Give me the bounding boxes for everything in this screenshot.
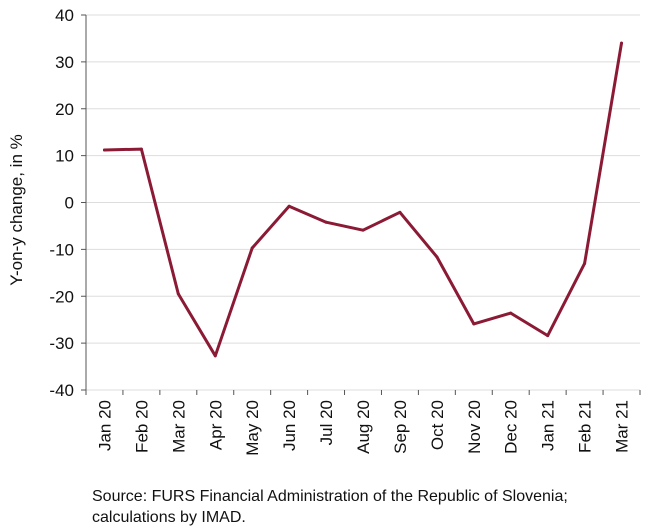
data-point — [324, 220, 328, 224]
series-line — [103, 41, 623, 358]
axes — [81, 14, 641, 395]
x-tick-label: Aug 20 — [354, 400, 373, 454]
y-axis-title: Y-on-y change, in % — [7, 134, 26, 286]
data-point — [546, 334, 550, 338]
x-axis-tick-labels: Jan 20 Feb 20 Mar 20 Apr 20 May 20 Jun 20 Jul … — [95, 400, 631, 456]
y-tick-label: -20 — [49, 287, 74, 306]
x-tick-label: Mar 20 — [169, 400, 188, 453]
y-tick-label: 20 — [55, 100, 74, 119]
x-tick-label: Feb 21 — [576, 400, 595, 453]
y-tick-label: 30 — [55, 53, 74, 72]
data-point — [361, 228, 365, 232]
y-tick-label: -10 — [49, 240, 74, 259]
data-point — [620, 41, 624, 45]
series — [102, 41, 624, 358]
data-point — [102, 148, 106, 152]
data-point — [287, 204, 291, 208]
x-tick-label: Oct 20 — [428, 400, 447, 450]
x-tick-label: Sep 20 — [391, 400, 410, 454]
line-chart: 40 30 20 10 0 -10 -20 -30 -40 Jan 20 Feb 20 Mar 20… — [7, 6, 641, 456]
data-point — [398, 210, 402, 214]
data-point — [176, 292, 180, 296]
x-tick-label: Jul 20 — [317, 400, 336, 445]
x-tick-label: Jan 20 — [95, 400, 114, 451]
y-tick-label: 0 — [65, 194, 74, 213]
x-tick-label: Jan 21 — [539, 400, 558, 451]
data-point — [213, 354, 217, 358]
data-point — [139, 147, 143, 151]
data-point — [435, 255, 439, 259]
y-tick-label: -40 — [49, 381, 74, 400]
y-tick-label: -30 — [49, 334, 74, 353]
source-note: Source: FURS Financial Administration of… — [92, 488, 568, 526]
x-tick-label: Jun 20 — [280, 400, 299, 451]
y-tick-label: 40 — [55, 6, 74, 25]
gridlines — [86, 14, 640, 391]
data-point — [509, 311, 513, 315]
x-tick-label: Nov 20 — [465, 400, 484, 454]
data-point — [583, 261, 587, 265]
y-axis-tick-labels: 40 30 20 10 0 -10 -20 -30 -40 — [49, 6, 74, 400]
y-tick-label: 10 — [55, 147, 74, 166]
x-tick-label: Apr 20 — [206, 400, 225, 450]
data-point — [472, 322, 476, 326]
x-tick-label: Mar 21 — [613, 400, 632, 453]
x-tick-label: Dec 20 — [502, 400, 521, 454]
data-point — [250, 246, 254, 250]
x-tick-label: May 20 — [243, 400, 262, 456]
x-tick-label: Feb 20 — [132, 400, 151, 453]
